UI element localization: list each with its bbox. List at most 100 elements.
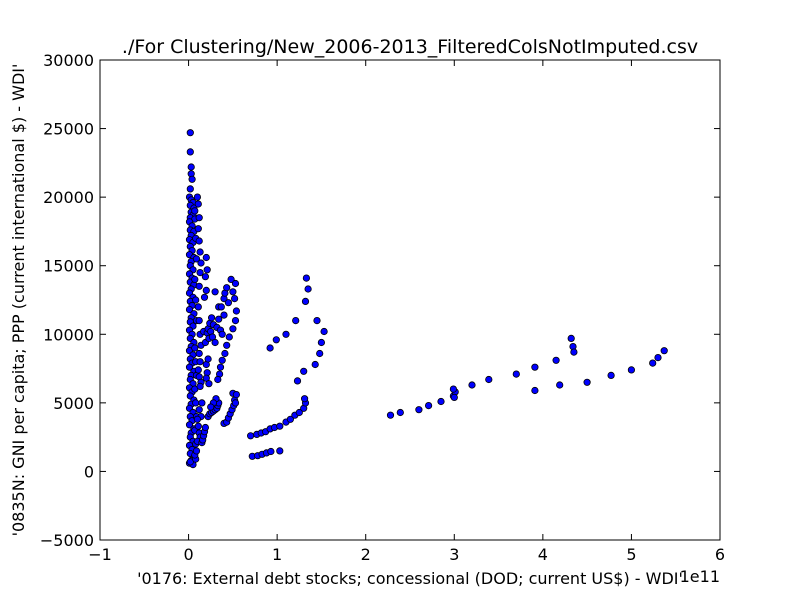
data-point: [218, 330, 226, 338]
data-point: [229, 325, 237, 333]
data-point: [304, 285, 312, 293]
x-tick-label: 0: [183, 545, 193, 564]
data-point: [232, 307, 240, 315]
data-point: [231, 294, 239, 303]
data-point: [215, 315, 223, 323]
data-point: [316, 349, 324, 358]
data-point: [194, 422, 202, 430]
data-point: [201, 423, 209, 432]
data-point: [211, 288, 219, 296]
data-point: [450, 393, 458, 401]
data-point: [185, 305, 194, 314]
data-point: [320, 327, 328, 336]
data-point: [195, 349, 203, 358]
y-tick-label: −5000: [40, 531, 94, 550]
data-point: [232, 390, 240, 399]
data-point: [191, 207, 199, 215]
data-point: [437, 397, 445, 406]
data-point: [186, 185, 194, 193]
data-point: [195, 237, 203, 245]
data-point: [205, 380, 213, 388]
data-point: [217, 303, 225, 311]
data-point: [203, 266, 211, 274]
data-point: [267, 447, 275, 456]
y-tick-label: 25000: [43, 120, 94, 139]
y-tick-label: 10000: [43, 325, 94, 344]
data-point: [468, 381, 476, 389]
chart-title: ./For Clustering/New_2006-2013_FilteredC…: [122, 36, 698, 58]
data-point: [386, 411, 395, 419]
data-point: [194, 303, 202, 311]
data-point: [654, 353, 662, 362]
data-point: [301, 297, 310, 305]
y-tick-label: 0: [84, 462, 94, 481]
data-point: [266, 344, 274, 352]
data-point: [200, 293, 209, 301]
data-point: [214, 375, 222, 384]
x-axis-label: '0176: External debt stocks; concessiona…: [137, 569, 683, 588]
x-axis-scale-label: 1e11: [680, 567, 720, 586]
data-point: [293, 377, 302, 385]
data-point: [193, 415, 201, 423]
data-point: [302, 274, 310, 282]
x-tick-label: −1: [88, 545, 112, 564]
plot-area-frame: [99, 59, 721, 541]
data-point: [649, 359, 657, 367]
data-point: [231, 399, 240, 407]
data-point: [286, 415, 294, 423]
data-point: [186, 148, 194, 156]
data-point: [188, 175, 196, 183]
data-point: [218, 356, 226, 364]
data-point: [231, 316, 240, 325]
data-point: [201, 273, 209, 281]
x-tick-label: 6: [715, 545, 725, 564]
data-point: [207, 403, 215, 411]
data-point: [220, 311, 228, 319]
data-point: [202, 286, 210, 294]
data-point: [196, 382, 204, 390]
data-point: [660, 347, 668, 355]
data-point: [195, 214, 203, 222]
data-point: [195, 316, 203, 325]
data-point: [194, 200, 202, 208]
data-point: [276, 422, 284, 430]
data-point: [202, 253, 210, 262]
data-point: [221, 349, 229, 358]
data-point: [415, 406, 423, 414]
data-point: [197, 259, 205, 267]
data-point: [198, 399, 206, 407]
y-axis-ticks: −5000 0 5000 10000 15000 20000 25000 30000: [40, 51, 720, 550]
x-tick-label: 5: [626, 545, 636, 564]
data-point: [195, 406, 203, 414]
points-layer: [185, 129, 668, 469]
data-point: [317, 338, 325, 347]
data-point: [295, 408, 303, 417]
data-point: [195, 282, 203, 290]
data-point: [192, 447, 201, 455]
data-point: [204, 355, 212, 363]
data-point: [196, 248, 204, 256]
data-point: [192, 399, 200, 407]
data-point: [227, 275, 235, 283]
data-point: [231, 279, 240, 288]
data-point: [300, 395, 309, 403]
data-point: [556, 381, 564, 389]
data-point: [208, 314, 216, 322]
data-point: [196, 358, 204, 366]
data-point: [300, 367, 308, 375]
data-point: [570, 348, 578, 356]
data-point: [191, 344, 199, 352]
data-point: [185, 421, 194, 429]
data-point: [531, 363, 539, 371]
data-point: [194, 366, 202, 374]
data-point: [192, 296, 200, 304]
data-point: [583, 378, 591, 386]
data-point: [292, 316, 300, 325]
data-point: [552, 356, 560, 364]
data-point: [192, 255, 201, 263]
data-point: [194, 225, 202, 233]
data-point: [225, 333, 233, 341]
x-axis-ticks: −1 0 1 2 3 4 5 6: [88, 60, 725, 564]
x-tick-label: 1: [272, 545, 282, 564]
